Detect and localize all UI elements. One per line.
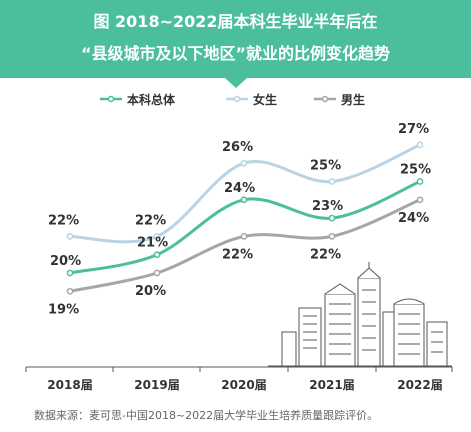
data-source-note: 数据来源：麦可思-中国2018~2022届大学毕业生培养质量跟踪评价。: [34, 409, 379, 422]
data-label-s1-2: 26%: [222, 140, 253, 155]
point-s0-0: [66, 269, 74, 277]
data-label-s2-1: 20%: [135, 284, 166, 299]
data-label-s0-1: 21%: [137, 236, 168, 251]
x-tick-label-3: 2021届: [309, 378, 354, 392]
data-label-s0-4: 25%: [400, 163, 431, 178]
legend-marker-2: [321, 95, 329, 103]
data-label-s2-2: 22%: [222, 247, 253, 262]
point-s2-1: [153, 269, 161, 277]
legend-marker-0: [107, 95, 115, 103]
data-label-s1-0: 22%: [48, 213, 79, 228]
data-label-s2-3: 22%: [310, 247, 341, 262]
legend: 本科总体 女生 男生: [100, 92, 365, 107]
point-s1-3: [328, 178, 336, 185]
x-tick-label-2: 2020届: [221, 378, 266, 392]
data-label-s0-3: 23%: [312, 199, 343, 214]
point-s0-2: [240, 196, 248, 204]
point-s2-3: [328, 233, 336, 240]
point-s0-4: [416, 178, 424, 185]
chart-title-line-1: 图 2018~2022届本科生毕业半年后在: [93, 12, 378, 31]
legend-label-2: 男生: [341, 92, 365, 107]
series-points: [66, 141, 424, 295]
x-tick-label-4: 2022届: [397, 378, 442, 392]
point-s0-1: [153, 251, 161, 259]
data-label-s0-0: 20%: [50, 254, 81, 269]
title-pointer: [225, 78, 247, 88]
data-label-s0-2: 24%: [224, 181, 255, 196]
data-labels: 22% 22% 26% 25% 27% 19% 20% 22% 22% 24% 20% 21% 24% 2…: [48, 122, 431, 317]
data-label-s1-3: 25%: [310, 159, 341, 174]
point-s2-4: [416, 196, 424, 204]
x-tick-label-1: 2019届: [134, 378, 179, 392]
point-s1-0: [66, 233, 74, 240]
data-label-s2-0: 19%: [48, 302, 79, 317]
title-banner: 图 2018~2022届本科生毕业半年后在 “县级城市及以下地区”就业的比例变化…: [0, 0, 471, 78]
point-s2-0: [66, 287, 74, 295]
point-s1-2: [240, 159, 248, 167]
point-s2-2: [240, 233, 248, 240]
legend-marker-1: [233, 95, 241, 103]
legend-label-1: 女生: [253, 92, 277, 107]
legend-label-0: 本科总体: [127, 92, 176, 107]
point-s1-4: [416, 141, 424, 149]
city-skyline-illustration: [268, 262, 452, 367]
point-s0-3: [328, 214, 336, 222]
data-label-s1-1: 22%: [135, 213, 166, 228]
x-tick-label-0: 2018届: [47, 378, 92, 392]
data-label-s2-4: 24%: [398, 211, 429, 226]
x-axis: 2018届 2019届 2020届 2021届 2022届: [25, 366, 453, 392]
data-label-s1-4: 27%: [398, 122, 429, 137]
chart-title-line-2: “县级城市及以下地区”就业的比例变化趋势: [80, 44, 391, 63]
point-s1-1: [153, 233, 161, 240]
